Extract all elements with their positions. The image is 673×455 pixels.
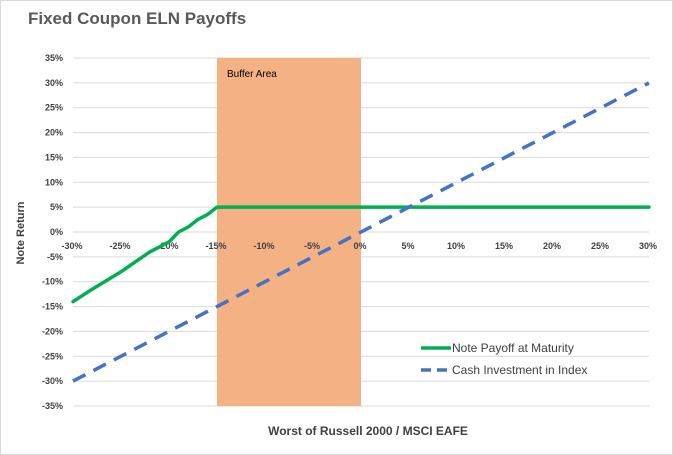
x-tick-label: -20% <box>157 241 178 251</box>
y-tick-label: 20% <box>45 128 63 138</box>
x-tick-label: 5% <box>401 241 414 251</box>
y-tick-label: -35% <box>42 401 63 411</box>
x-tick-label: -15% <box>205 241 226 251</box>
x-tick-label: 10% <box>447 241 465 251</box>
x-axis-label: Worst of Russell 2000 / MSCI EAFE <box>268 424 468 438</box>
legend-label-note-payoff: Note Payoff at Maturity <box>452 341 574 355</box>
y-tick-label: -25% <box>42 351 63 361</box>
y-tick-label: -20% <box>42 326 63 336</box>
x-tick-label: -10% <box>253 241 274 251</box>
y-tick-label: 0% <box>50 227 63 237</box>
y-tick-label: -30% <box>42 376 63 386</box>
x-tick-label: -30% <box>61 241 82 251</box>
x-tick-label: 15% <box>495 241 513 251</box>
x-tick-label: -5% <box>304 241 320 251</box>
y-tick-label: -15% <box>42 302 63 312</box>
y-tick-label: 25% <box>45 103 63 113</box>
y-tick-label: 30% <box>45 78 63 88</box>
legend-label-cash-investment: Cash Investment in Index <box>452 363 588 377</box>
series-line-cash-investment <box>72 81 650 383</box>
y-tick-label: 5% <box>50 202 63 212</box>
buffer-area-label: Buffer Area <box>227 69 277 80</box>
y-tick-label: -10% <box>42 277 63 287</box>
y-tick-label: 15% <box>45 152 63 162</box>
y-tick-label: -5% <box>47 252 63 262</box>
x-tick-label: 20% <box>543 241 561 251</box>
chart-title: Fixed Coupon ELN Payoffs <box>28 9 247 28</box>
y-tick-label: 35% <box>45 53 63 63</box>
legend-swatch-cash-investment <box>421 368 451 372</box>
x-tick-label: -25% <box>109 241 130 251</box>
buffer-area-region <box>217 58 361 406</box>
y-tick-label: 10% <box>45 177 63 187</box>
series-line-note-payoff <box>71 205 651 304</box>
x-tick-label: 30% <box>639 241 657 251</box>
legend-swatch-note-payoff <box>421 346 451 350</box>
x-tick-label: 0% <box>353 241 366 251</box>
x-tick-label: 25% <box>591 241 609 251</box>
